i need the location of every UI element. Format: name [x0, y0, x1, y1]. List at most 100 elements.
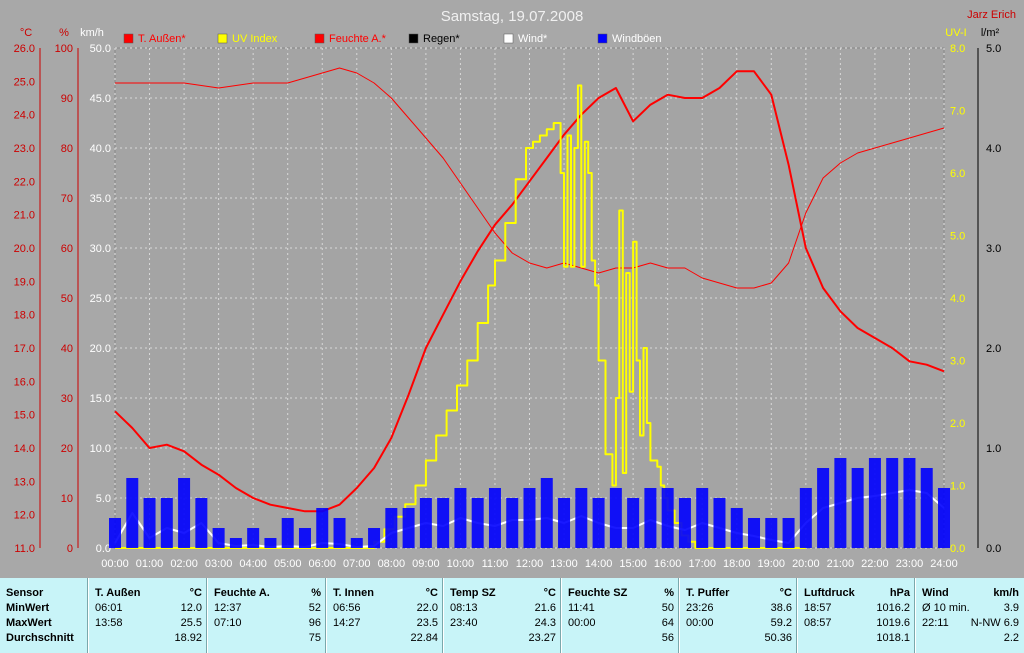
gust-bar	[540, 478, 553, 548]
x-tick-label: 08:00	[378, 558, 406, 570]
humidity-axis-tick: 40	[61, 343, 73, 355]
humidity-axis-tick: 0	[67, 543, 73, 555]
x-tick-label: 14:00	[585, 558, 613, 570]
gust-bar	[437, 498, 450, 548]
humidity-axis-tick: 80	[61, 143, 73, 155]
stats-cell-value: 23.5	[416, 617, 438, 629]
temp-axis-tick: 25.0	[14, 76, 35, 88]
stats-cell-time: 11:41	[568, 602, 595, 614]
stats-column-unit: °C	[543, 587, 556, 599]
gust-bar	[678, 498, 691, 548]
stats-column-name: Temp SZ	[450, 587, 496, 599]
stats-cell-value: 56	[661, 632, 674, 644]
gust-bar	[247, 528, 260, 548]
gust-bar	[160, 498, 173, 548]
temp-axis-tick: 23.0	[14, 143, 35, 155]
gust-bar	[109, 518, 121, 548]
stats-cell-value: 50.36	[764, 632, 792, 644]
stats-cell-value: 22.84	[410, 632, 438, 644]
gust-bar	[506, 498, 519, 548]
stats-column-unit: %	[311, 587, 321, 599]
temp-axis-tick: 26.0	[14, 43, 35, 55]
wind-axis-tick: 30.0	[90, 243, 111, 255]
series-windboeen	[109, 458, 950, 548]
gust-bar	[385, 508, 398, 548]
gust-bar	[748, 518, 761, 548]
gust-bar	[558, 498, 571, 548]
stats-column-name: Wind	[922, 587, 949, 599]
gust-bar	[126, 478, 139, 548]
stats-cell-value: 3.9	[1003, 602, 1019, 614]
gust-bar	[782, 518, 795, 548]
legend-label: T. Außen*	[138, 33, 186, 45]
x-tick-label: 24:00	[930, 558, 958, 570]
gust-bar	[419, 498, 432, 548]
temp-axis-tick: 17.0	[14, 343, 35, 355]
temp-axis-unit: °C	[20, 27, 32, 39]
gust-bar	[920, 468, 933, 548]
stats-column-name: Feuchte SZ	[568, 587, 628, 599]
stats-column-unit: hPa	[889, 587, 910, 599]
temp-axis-tick: 16.0	[14, 376, 35, 388]
stats-cell-value: 12.0	[180, 602, 202, 614]
stats-cell-time: Ø 10 min.	[922, 602, 970, 614]
row-label-column: Sensor MinWert MaxWert Durchschnitt	[0, 578, 88, 653]
x-tick-label: 22:00	[861, 558, 889, 570]
uv-axis-tick: 8.0	[950, 43, 965, 55]
stats-column: Feuchte A.% 12:37 52 07:10 96 75	[207, 578, 327, 653]
wind-axis-tick: 40.0	[90, 143, 111, 155]
gust-bar	[609, 488, 622, 548]
gust-bar	[143, 498, 156, 548]
stats-cell-time: 06:01	[95, 602, 123, 614]
plot-area	[109, 47, 950, 549]
gust-bar	[834, 458, 847, 548]
temp-axis-tick: 19.0	[14, 276, 35, 288]
legend-swatch	[408, 33, 419, 44]
x-tick-label: 00:00	[101, 558, 129, 570]
rain-axis-unit: l/m²	[981, 27, 1000, 39]
gust-bar	[799, 488, 812, 548]
temp-axis-tick: 13.0	[14, 476, 35, 488]
stats-cell-time: 14:27	[333, 617, 361, 629]
rain-axis-tick: 3.0	[986, 243, 1001, 255]
gust-bar	[938, 488, 950, 548]
x-tick-label: 19:00	[758, 558, 786, 570]
wind-axis-tick: 5.0	[96, 493, 111, 505]
gust-bar	[454, 488, 467, 548]
stats-cell-value: 1018.1	[876, 632, 910, 644]
stats-column-name: T. Innen	[333, 587, 374, 599]
row-label-sensor: Sensor	[6, 587, 44, 599]
row-label-avg: Durchschnitt	[6, 632, 74, 644]
stats-cell-value: N-NW 6.9	[970, 617, 1019, 629]
gust-bar	[713, 498, 726, 548]
x-tick-label: 04:00	[239, 558, 267, 570]
gust-bar	[903, 458, 916, 548]
uv-axis-tick: 3.0	[950, 356, 965, 368]
stats-column: Feuchte SZ% 11:41 50 00:00 64 56	[561, 578, 680, 653]
gust-bar	[316, 508, 329, 548]
gust-bar	[851, 468, 864, 548]
gust-bar	[868, 458, 881, 548]
gust-bar	[627, 498, 640, 548]
axes: 00:00 01:00 02:00 03:00 04:00 05:00 06:00 07:00…	[14, 27, 1002, 570]
humidity-axis-tick: 30	[61, 393, 73, 405]
uv-axis-tick: 0.0	[950, 543, 965, 555]
humidity-axis-tick: 100	[55, 43, 73, 55]
temp-axis-tick: 18.0	[14, 310, 35, 322]
wind-axis-tick: 35.0	[90, 193, 111, 205]
humidity-axis-tick: 20	[61, 443, 73, 455]
gust-bar	[592, 498, 605, 548]
series-feuchte-a	[115, 67, 945, 289]
stats-cell-value: 96	[308, 617, 321, 629]
gust-bar	[730, 508, 743, 548]
stats-column-name: Luftdruck	[804, 587, 855, 599]
x-tick-label: 13:00	[550, 558, 578, 570]
stats-column-unit: km/h	[993, 587, 1019, 599]
gust-bar	[350, 538, 363, 548]
legend: T. Außen* UV Index Feuchte A.* Regen* Wind* W…	[123, 33, 662, 45]
rain-axis-tick: 1.0	[986, 443, 1001, 455]
stats-cell-time: 23:26	[686, 602, 714, 614]
uv-axis-tick: 6.0	[950, 168, 965, 180]
stats-column: T. Puffer °C 23:26 38.6 00:00 59.2 50.36	[679, 578, 798, 653]
stats-cell-time: 12:37	[214, 602, 242, 614]
